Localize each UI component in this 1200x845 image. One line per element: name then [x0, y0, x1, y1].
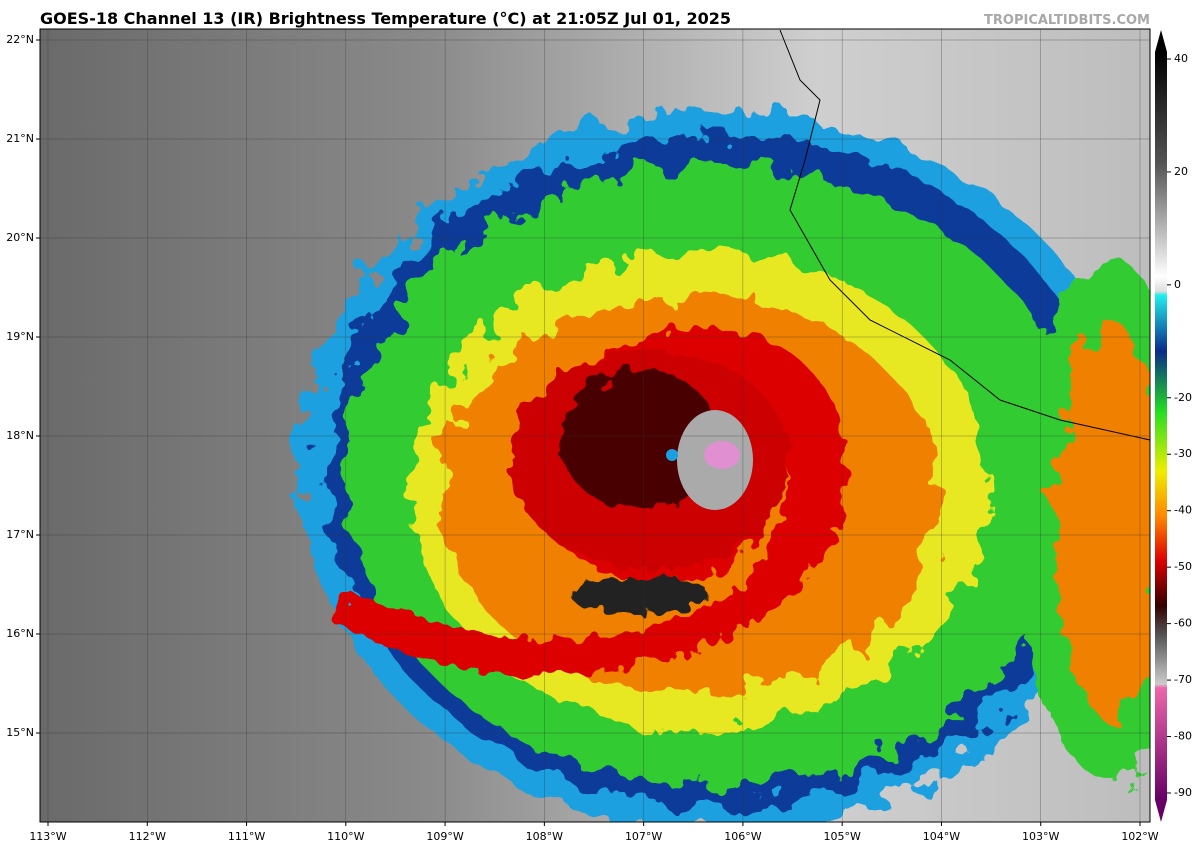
- lon-label: 107°W: [625, 830, 662, 843]
- lon-label: 103°W: [1022, 830, 1059, 843]
- lat-label: 17°N: [6, 528, 34, 541]
- title: GOES-18 Channel 13 (IR) Brightness Tempe…: [40, 9, 731, 28]
- colorbar-label: -60: [1174, 617, 1192, 630]
- colorbar-label: -30: [1174, 447, 1192, 460]
- lon-label: 111°W: [228, 830, 265, 843]
- lat-label: 21°N: [6, 132, 34, 145]
- lon-label: 110°W: [327, 830, 364, 843]
- colorbar-label: -20: [1174, 391, 1192, 404]
- colorbar-label: -70: [1174, 673, 1192, 686]
- lon-label: 102°W: [1121, 830, 1158, 843]
- lon-label: 113°W: [29, 830, 66, 843]
- colorbar-label: -80: [1174, 730, 1192, 743]
- lon-label: 112°W: [129, 830, 166, 843]
- colorbar-label: -40: [1174, 504, 1192, 517]
- lon-label: 108°W: [526, 830, 563, 843]
- axes: 22°N 21°N 20°N 19°N 18°N 17°N 16°N 15°N 113°W 112…: [6, 29, 1192, 843]
- lat-label: 22°N: [6, 33, 34, 46]
- lon-label: 109°W: [426, 830, 463, 843]
- colorbar-label: 40: [1174, 52, 1188, 65]
- colorbar-label: -50: [1174, 560, 1192, 573]
- lat-label: 19°N: [6, 330, 34, 343]
- colorbar-label: 0: [1174, 278, 1181, 291]
- lon-label: 104°W: [923, 830, 960, 843]
- lat-label: 16°N: [6, 627, 34, 640]
- map-frame: [39, 28, 1151, 823]
- lat-label: 20°N: [6, 231, 34, 244]
- colorbar-label: -90: [1174, 786, 1192, 799]
- colorbar-label: 20: [1174, 165, 1188, 178]
- lon-label: 106°W: [724, 830, 761, 843]
- lat-label: 18°N: [6, 429, 34, 442]
- lat-label: 15°N: [6, 726, 34, 739]
- credit: TROPICALTIDBITS.COM: [984, 13, 1150, 28]
- lon-label: 105°W: [823, 830, 860, 843]
- colorbar: [1155, 30, 1167, 822]
- imagery: [40, 29, 1150, 822]
